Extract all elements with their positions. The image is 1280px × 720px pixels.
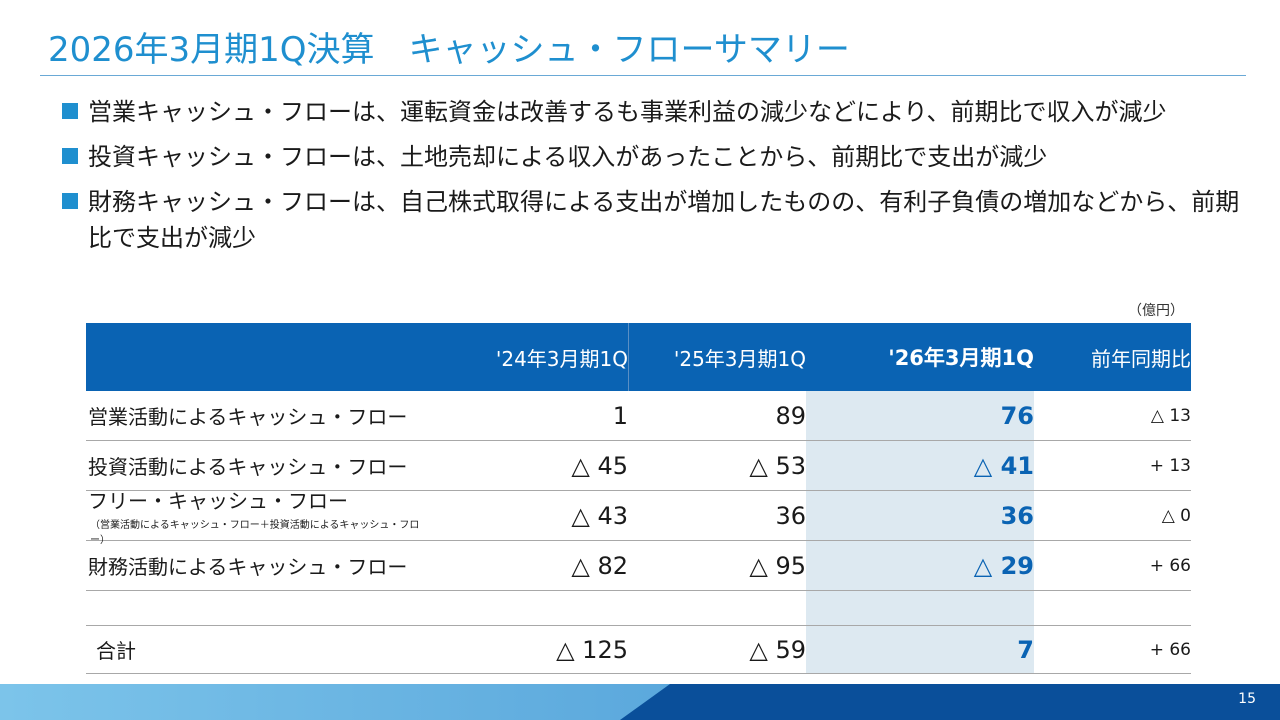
row-label: 営業活動によるキャッシュ・フロー: [88, 405, 408, 429]
cell-yoy: + 66: [1149, 555, 1191, 576]
header-cell-label: [86, 323, 428, 391]
page-title: 2026年3月期1Q決算 キャッシュ・フローサマリー: [48, 30, 850, 70]
unit-label: （億円）: [1128, 303, 1184, 319]
row-sublabel: （営業活動によるキャッシュ・フロー＋投資活動によるキャッシュ・フロー）: [90, 520, 420, 546]
header-cell-yoy: 前年同期比: [1091, 346, 1191, 371]
table-row: フリー・キャッシュ・フロー （営業活動によるキャッシュ・フロー＋投資活動によるキ…: [86, 489, 1191, 546]
footer-band: [0, 684, 1280, 720]
cash-flow-table: '24年3月期1Q '25年3月期1Q '26年3月期1Q 前年同期比 営業活動…: [86, 323, 1191, 674]
cell-fy26: △ 29: [806, 541, 1034, 590]
cell-fy24: △ 43: [571, 501, 628, 530]
highlight-band: [806, 591, 1034, 625]
bullet-item: 営業キャッシュ・フローは、運転資金は改善するも事業利益の減少などにより、前期比で…: [62, 94, 1242, 130]
cell-yoy: △ 0: [1161, 505, 1191, 526]
total-fy26: 7: [806, 626, 1034, 673]
page-number: 15: [1238, 691, 1256, 707]
table-total-row: 合計 △ 125 △ 59 7 + 66: [86, 626, 1191, 674]
total-label: 合計: [96, 639, 136, 663]
cell-fy25: 89: [775, 401, 806, 430]
header-cell-fy26: '26年3月期1Q: [888, 346, 1034, 370]
cell-fy25: △ 95: [749, 551, 806, 580]
table-row: 営業活動によるキャッシュ・フロー 1 89 76 △ 13: [86, 391, 1191, 441]
header-cell-fy25: '25年3月期1Q: [673, 346, 806, 371]
square-bullet-icon: [62, 193, 78, 209]
row-label: 投資活動によるキャッシュ・フロー: [88, 455, 408, 479]
square-bullet-icon: [62, 148, 78, 164]
cell-fy24: △ 82: [571, 551, 628, 580]
row-label-group: フリー・キャッシュ・フロー （営業活動によるキャッシュ・フロー＋投資活動によるキ…: [86, 489, 428, 546]
total-fy25: △ 59: [749, 635, 806, 664]
cell-fy24: 1: [612, 401, 628, 430]
bullet-text: 投資キャッシュ・フローは、土地売却による収入があったことから、前期比で支出が減少: [88, 143, 1048, 171]
cell-fy24: △ 45: [571, 451, 628, 480]
cell-fy26: 76: [806, 391, 1034, 440]
bullet-item: 財務キャッシュ・フローは、自己株式取得による支出が増加したものの、有利子負債の増…: [62, 184, 1242, 256]
cell-fy26: △ 41: [806, 441, 1034, 490]
table-row: 投資活動によるキャッシュ・フロー △ 45 △ 53 △ 41 + 13: [86, 441, 1191, 491]
total-yoy: + 66: [1149, 639, 1191, 660]
cell-fy25: 36: [775, 501, 806, 530]
title-divider: [40, 75, 1246, 76]
bullet-text: 営業キャッシュ・フローは、運転資金は改善するも事業利益の減少などにより、前期比で…: [88, 98, 1167, 126]
table-row: 財務活動によるキャッシュ・フロー △ 82 △ 95 △ 29 + 66: [86, 541, 1191, 591]
header-cell-fy24: '24年3月期1Q: [495, 346, 628, 371]
total-fy24: △ 125: [556, 635, 628, 664]
bullet-item: 投資キャッシュ・フローは、土地売却による収入があったことから、前期比で支出が減少: [62, 139, 1242, 175]
square-bullet-icon: [62, 103, 78, 119]
cell-fy25: △ 53: [749, 451, 806, 480]
cell-fy26: 36: [806, 491, 1034, 540]
header-divider: [628, 323, 629, 391]
row-label: フリー・キャッシュ・フロー: [88, 489, 348, 513]
cell-yoy: △ 13: [1150, 405, 1191, 426]
table-spacer-row: [86, 591, 1191, 626]
cell-yoy: + 13: [1149, 455, 1191, 476]
bullet-list: 営業キャッシュ・フローは、運転資金は改善するも事業利益の減少などにより、前期比で…: [62, 94, 1242, 265]
table-header: '24年3月期1Q '25年3月期1Q '26年3月期1Q 前年同期比: [86, 323, 1191, 391]
bullet-text: 財務キャッシュ・フローは、自己株式取得による支出が増加したものの、有利子負債の増…: [88, 188, 1240, 252]
row-label: 財務活動によるキャッシュ・フロー: [88, 555, 408, 579]
